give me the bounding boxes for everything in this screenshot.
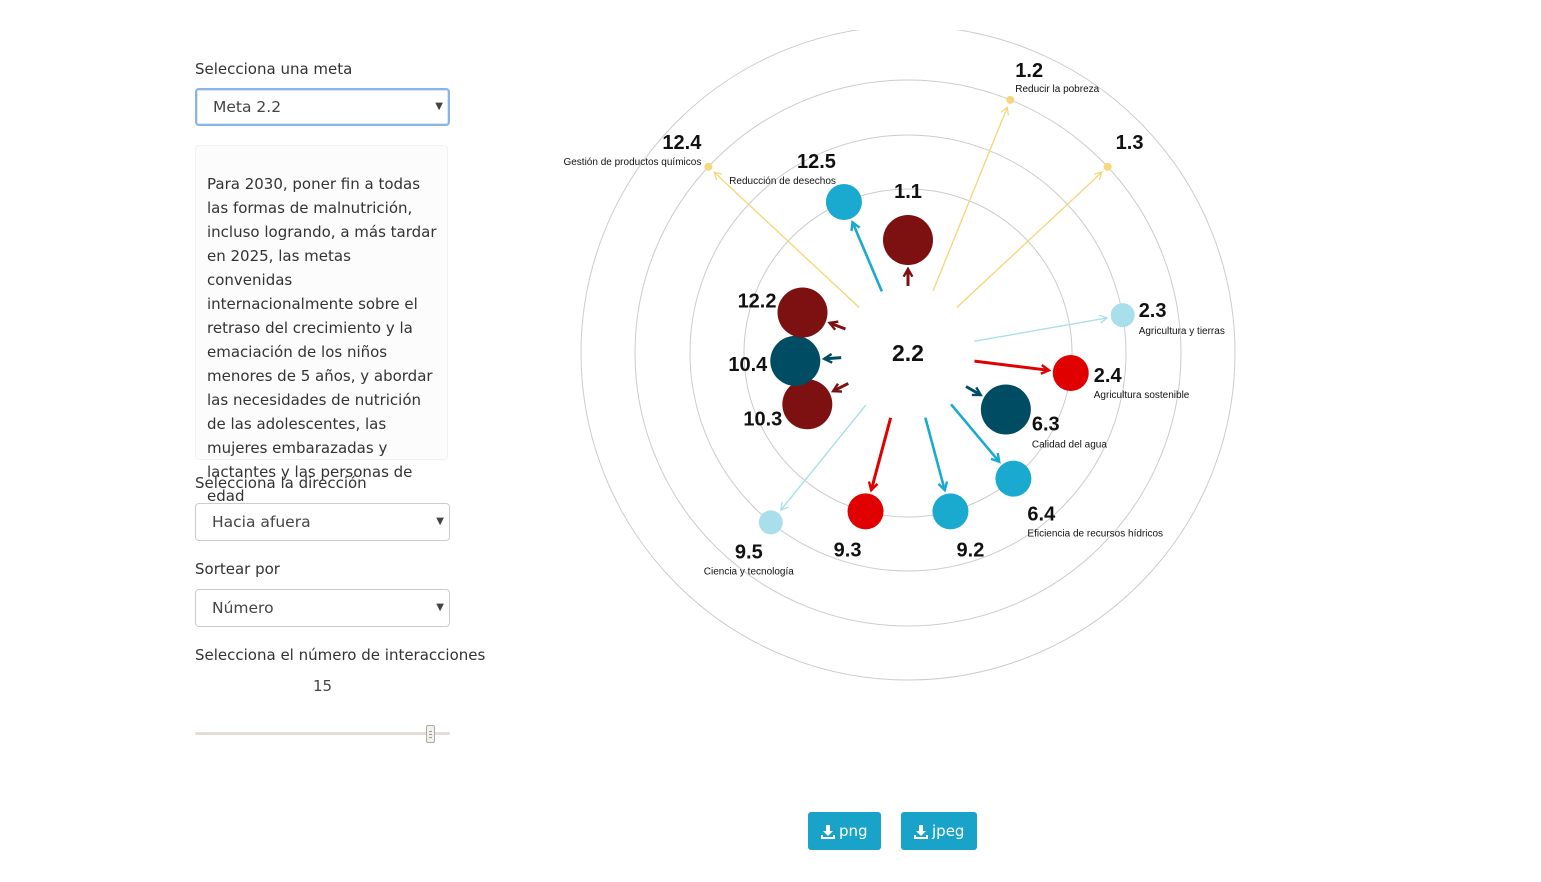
goal-description: Para 2030, poner fin a todas las formas … xyxy=(195,145,448,505)
arrow-to-9-3 xyxy=(871,417,893,490)
node-9-5 xyxy=(758,510,783,535)
node-label-2-3: 2.3 xyxy=(1139,300,1167,322)
node-6-3 xyxy=(980,384,1031,435)
node-desc-12-5: Reducción de desechos xyxy=(729,176,836,187)
direction-select-label: Selecciona la dirección xyxy=(195,474,367,492)
arrow-to-10-3 xyxy=(833,382,849,391)
interactions-slider-label: Selecciona el número de interacciones xyxy=(195,646,486,664)
arrow-to-12-5 xyxy=(853,222,884,292)
download-jpeg-button[interactable]: jpeg xyxy=(901,812,977,850)
download-png-button[interactable]: png xyxy=(808,812,881,850)
node-label-1-3: 1.3 xyxy=(1116,132,1144,154)
node-10-4 xyxy=(770,335,821,386)
chart-center-disc xyxy=(853,298,963,408)
node-label-1-1: 1.1 xyxy=(894,181,922,203)
node-9-2 xyxy=(932,493,969,530)
sort-select-label: Sortear por xyxy=(195,560,280,578)
goal-select[interactable]: Meta 2.2 ▼ xyxy=(195,88,450,126)
node-label-9-2: 9.2 xyxy=(957,539,985,561)
interactions-slider-handle[interactable] xyxy=(426,725,435,743)
arrow-to-1-3 xyxy=(956,171,1103,308)
interaction-radial-chart: 1.1 1.2 Reducir la pobreza 1.3 2.3 Agricultur… xyxy=(563,30,1236,681)
node-desc-1-2: Reducir la pobreza xyxy=(1015,84,1099,95)
download-icon xyxy=(821,824,835,839)
node-label-9-5: 9.5 xyxy=(735,541,763,563)
node-desc-12-4: Gestión de productos químicos xyxy=(563,157,701,168)
center-label: 2.2 xyxy=(892,340,924,366)
caret-down-icon: ▼ xyxy=(436,602,444,613)
node-desc-9-5: Ciencia y tecnología xyxy=(704,566,794,577)
node-label-9-3: 9.3 xyxy=(834,539,862,561)
node-9-3 xyxy=(847,493,884,530)
arrow-to-2-4 xyxy=(974,359,1049,370)
node-label-12-2: 12.2 xyxy=(738,291,777,313)
node-1-3 xyxy=(1103,162,1112,171)
direction-select-value: Hacia afuera xyxy=(212,513,311,531)
node-1-2 xyxy=(1006,95,1015,104)
node-desc-6-3: Calidad del agua xyxy=(1032,440,1107,451)
chart-ring xyxy=(743,188,1073,518)
node-label-6-3: 6.3 xyxy=(1032,414,1060,436)
node-label-10-4: 10.4 xyxy=(728,354,768,376)
interactions-slider-track[interactable] xyxy=(195,732,450,735)
node-12-4 xyxy=(704,162,713,171)
arrow-to-12-2 xyxy=(830,323,846,329)
download-jpeg-label: jpeg xyxy=(932,822,965,840)
caret-down-icon: ▼ xyxy=(435,101,443,112)
sort-select[interactable]: Número ▼ xyxy=(195,589,450,627)
node-desc-2-3: Agricultura y tierras xyxy=(1139,326,1225,337)
node-desc-6-4: Eficiencia de recursos hídricos xyxy=(1027,529,1163,540)
node-label-12-4: 12.4 xyxy=(662,132,702,154)
node-12-5 xyxy=(825,184,862,221)
chart-ring xyxy=(580,30,1236,681)
node-6-4 xyxy=(995,460,1032,497)
interactions-slider-value: 15 xyxy=(312,677,333,695)
node-2-4 xyxy=(1052,354,1089,391)
arrow-to-9-2 xyxy=(924,417,944,490)
node-10-3 xyxy=(782,379,833,430)
caret-down-icon: ▼ xyxy=(436,516,444,527)
arrow-to-1-2 xyxy=(932,106,1010,292)
arrow-to-6-4 xyxy=(950,403,999,461)
arrow-to-12-4 xyxy=(713,171,860,308)
node-2-3 xyxy=(1110,303,1135,328)
node-1-1 xyxy=(883,215,933,265)
download-icon xyxy=(914,824,928,839)
sort-select-value: Número xyxy=(212,599,274,617)
arrow-to-6-3 xyxy=(965,385,981,397)
arrow-to-2-3 xyxy=(973,314,1109,343)
direction-select[interactable]: Hacia afuera ▼ xyxy=(195,503,450,541)
node-12-2 xyxy=(777,287,828,338)
node-desc-2-4: Agricultura sostenible xyxy=(1094,390,1190,401)
node-label-12-5: 12.5 xyxy=(797,151,836,173)
node-label-10-3: 10.3 xyxy=(743,408,782,430)
chart-ring xyxy=(689,134,1127,572)
node-label-2-4: 2.4 xyxy=(1094,365,1123,387)
goal-select-label: Selecciona una meta xyxy=(195,60,353,78)
node-label-6-4: 6.4 xyxy=(1027,504,1056,526)
arrow-to-10-4 xyxy=(824,358,842,359)
goal-select-value: Meta 2.2 xyxy=(213,98,282,116)
chart-ring xyxy=(634,79,1182,627)
arrow-to-9-5 xyxy=(780,404,867,512)
download-png-label: png xyxy=(839,822,868,840)
node-label-1-2: 1.2 xyxy=(1015,60,1043,82)
